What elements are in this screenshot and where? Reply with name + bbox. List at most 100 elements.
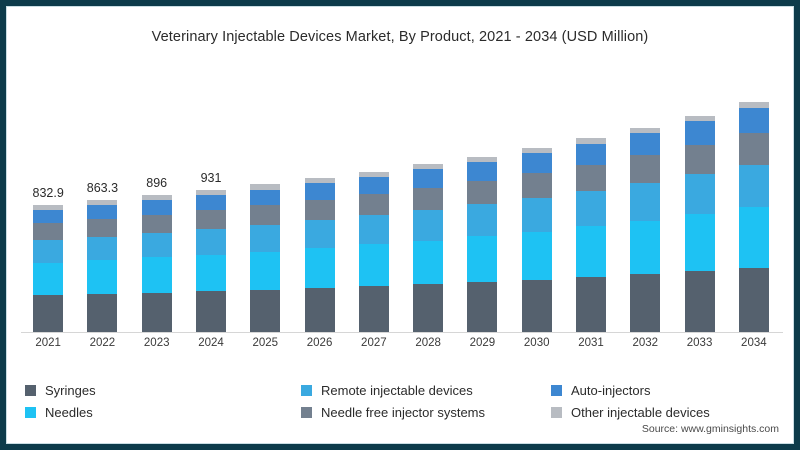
bar-segment: [196, 229, 226, 255]
bar-segment: [304, 220, 335, 249]
bar-segment: [196, 254, 226, 292]
bar-stack: [630, 127, 661, 332]
legend-item[interactable]: Auto-injectors: [551, 383, 777, 398]
legend-swatch-icon: [551, 406, 562, 418]
bar-segment: [576, 190, 606, 227]
legend-swatch-icon: [301, 406, 312, 418]
legend-item[interactable]: Syringes: [25, 383, 301, 398]
bar-segment: [738, 207, 769, 268]
bar-segment: [33, 262, 64, 296]
x-tick-label: 2032: [632, 337, 659, 349]
legend-swatch-icon: [25, 406, 36, 418]
bar-value-label: 863.3: [86, 181, 119, 196]
bar-segment: [413, 284, 444, 332]
bar-segment: [304, 248, 335, 289]
x-axis-line: [21, 332, 783, 333]
bar-segment: [630, 183, 661, 221]
bar-segment: [467, 161, 498, 181]
bar-segment: [684, 121, 715, 146]
bar-segment: [467, 156, 498, 162]
x-tick-label: 2034: [741, 337, 767, 349]
x-tick-label: 2030: [523, 337, 550, 349]
bar-segment: [576, 138, 606, 144]
bar-value-label: 832.9: [32, 185, 64, 200]
bar-segment: [413, 169, 444, 188]
bar-segment: [196, 291, 226, 332]
bar-segment: [630, 220, 661, 275]
legend-swatch-icon: [301, 384, 312, 396]
bar-segment: [33, 223, 64, 240]
bar-stack: [576, 138, 606, 332]
bar-segment: [521, 173, 552, 198]
bar-segment: [87, 236, 118, 261]
bar-segment: [304, 199, 335, 221]
chart-legend: Syringes Remote injectable devices Auto-in…: [25, 379, 777, 423]
bar-segment: [738, 133, 769, 165]
plot-area: 832.9 863.3 896 931: [21, 57, 781, 332]
bar-segment: [684, 174, 715, 215]
source-attribution: Source: www.gminsights.com: [641, 423, 779, 435]
bar-segment: [358, 215, 389, 245]
bar-value-label: 896: [146, 176, 168, 191]
legend-item[interactable]: Needle free injector systems: [301, 405, 551, 420]
bar-segment: [250, 205, 281, 225]
bar-segment: [630, 274, 661, 332]
bar-segment: [87, 205, 118, 220]
bar-segment: [738, 102, 769, 109]
bar-segment: [576, 277, 606, 332]
x-tick-label: 2022: [89, 337, 116, 349]
bar-segment: [467, 236, 498, 283]
chart-figure: Veterinary Injectable Devices Market, By…: [6, 6, 794, 444]
x-tick-label: 2025: [252, 337, 279, 349]
legend-item[interactable]: Other injectable devices: [551, 405, 777, 420]
x-tick-label: 2027: [361, 337, 387, 349]
bar-segment: [141, 214, 172, 233]
bar-stack: [684, 115, 715, 332]
x-tick-label: 2028: [415, 337, 441, 349]
bar-segment: [467, 282, 498, 332]
bar-segment: [576, 226, 606, 278]
bar-segment: [413, 209, 444, 241]
legend-item[interactable]: Needles: [25, 405, 301, 420]
bar-segment: [304, 183, 335, 200]
bar-segment: [630, 133, 661, 156]
bar-stack: 896: [141, 176, 172, 332]
bar-segment: [576, 164, 606, 191]
bar-stack: [358, 171, 389, 332]
bar-segment: [684, 271, 715, 332]
bar-segment: [250, 251, 281, 290]
legend-item[interactable]: Remote injectable devices: [301, 383, 551, 398]
legend-label: Other injectable devices: [571, 404, 710, 420]
legend-swatch-icon: [25, 384, 36, 396]
bar-stack: [467, 156, 498, 332]
bar-segment: [33, 239, 64, 263]
bar-stack: 863.3: [87, 181, 118, 332]
bar-segment: [33, 204, 64, 210]
bar-segment: [467, 204, 498, 237]
bar-stack: [521, 147, 552, 332]
legend-label: Needle free injector systems: [321, 404, 486, 420]
bar-segment: [684, 115, 715, 122]
bar-segment: [250, 289, 281, 332]
bar-segment: [521, 153, 552, 174]
bar-segment: [141, 200, 172, 215]
x-tick-label: 2021: [35, 337, 61, 349]
bar-stack: 931: [196, 171, 226, 332]
bar-segment: [521, 279, 552, 332]
bar-segment: [413, 240, 444, 285]
bar-segment: [467, 180, 498, 205]
bar-segment: [684, 214, 715, 272]
bar-segment: [413, 164, 444, 170]
bar-segment: [196, 195, 226, 211]
bar-value-label: 931: [200, 170, 222, 185]
bar-segment: [358, 171, 389, 177]
bar-segment: [33, 209, 64, 224]
bar-segment: [196, 189, 226, 196]
legend-swatch-icon: [551, 384, 562, 396]
bar-segment: [521, 231, 552, 280]
bar-segment: [413, 187, 444, 210]
bar-segment: [141, 195, 172, 201]
bar-segment: [250, 189, 281, 206]
bar-segment: [87, 219, 118, 237]
bar-segment: [630, 127, 661, 134]
